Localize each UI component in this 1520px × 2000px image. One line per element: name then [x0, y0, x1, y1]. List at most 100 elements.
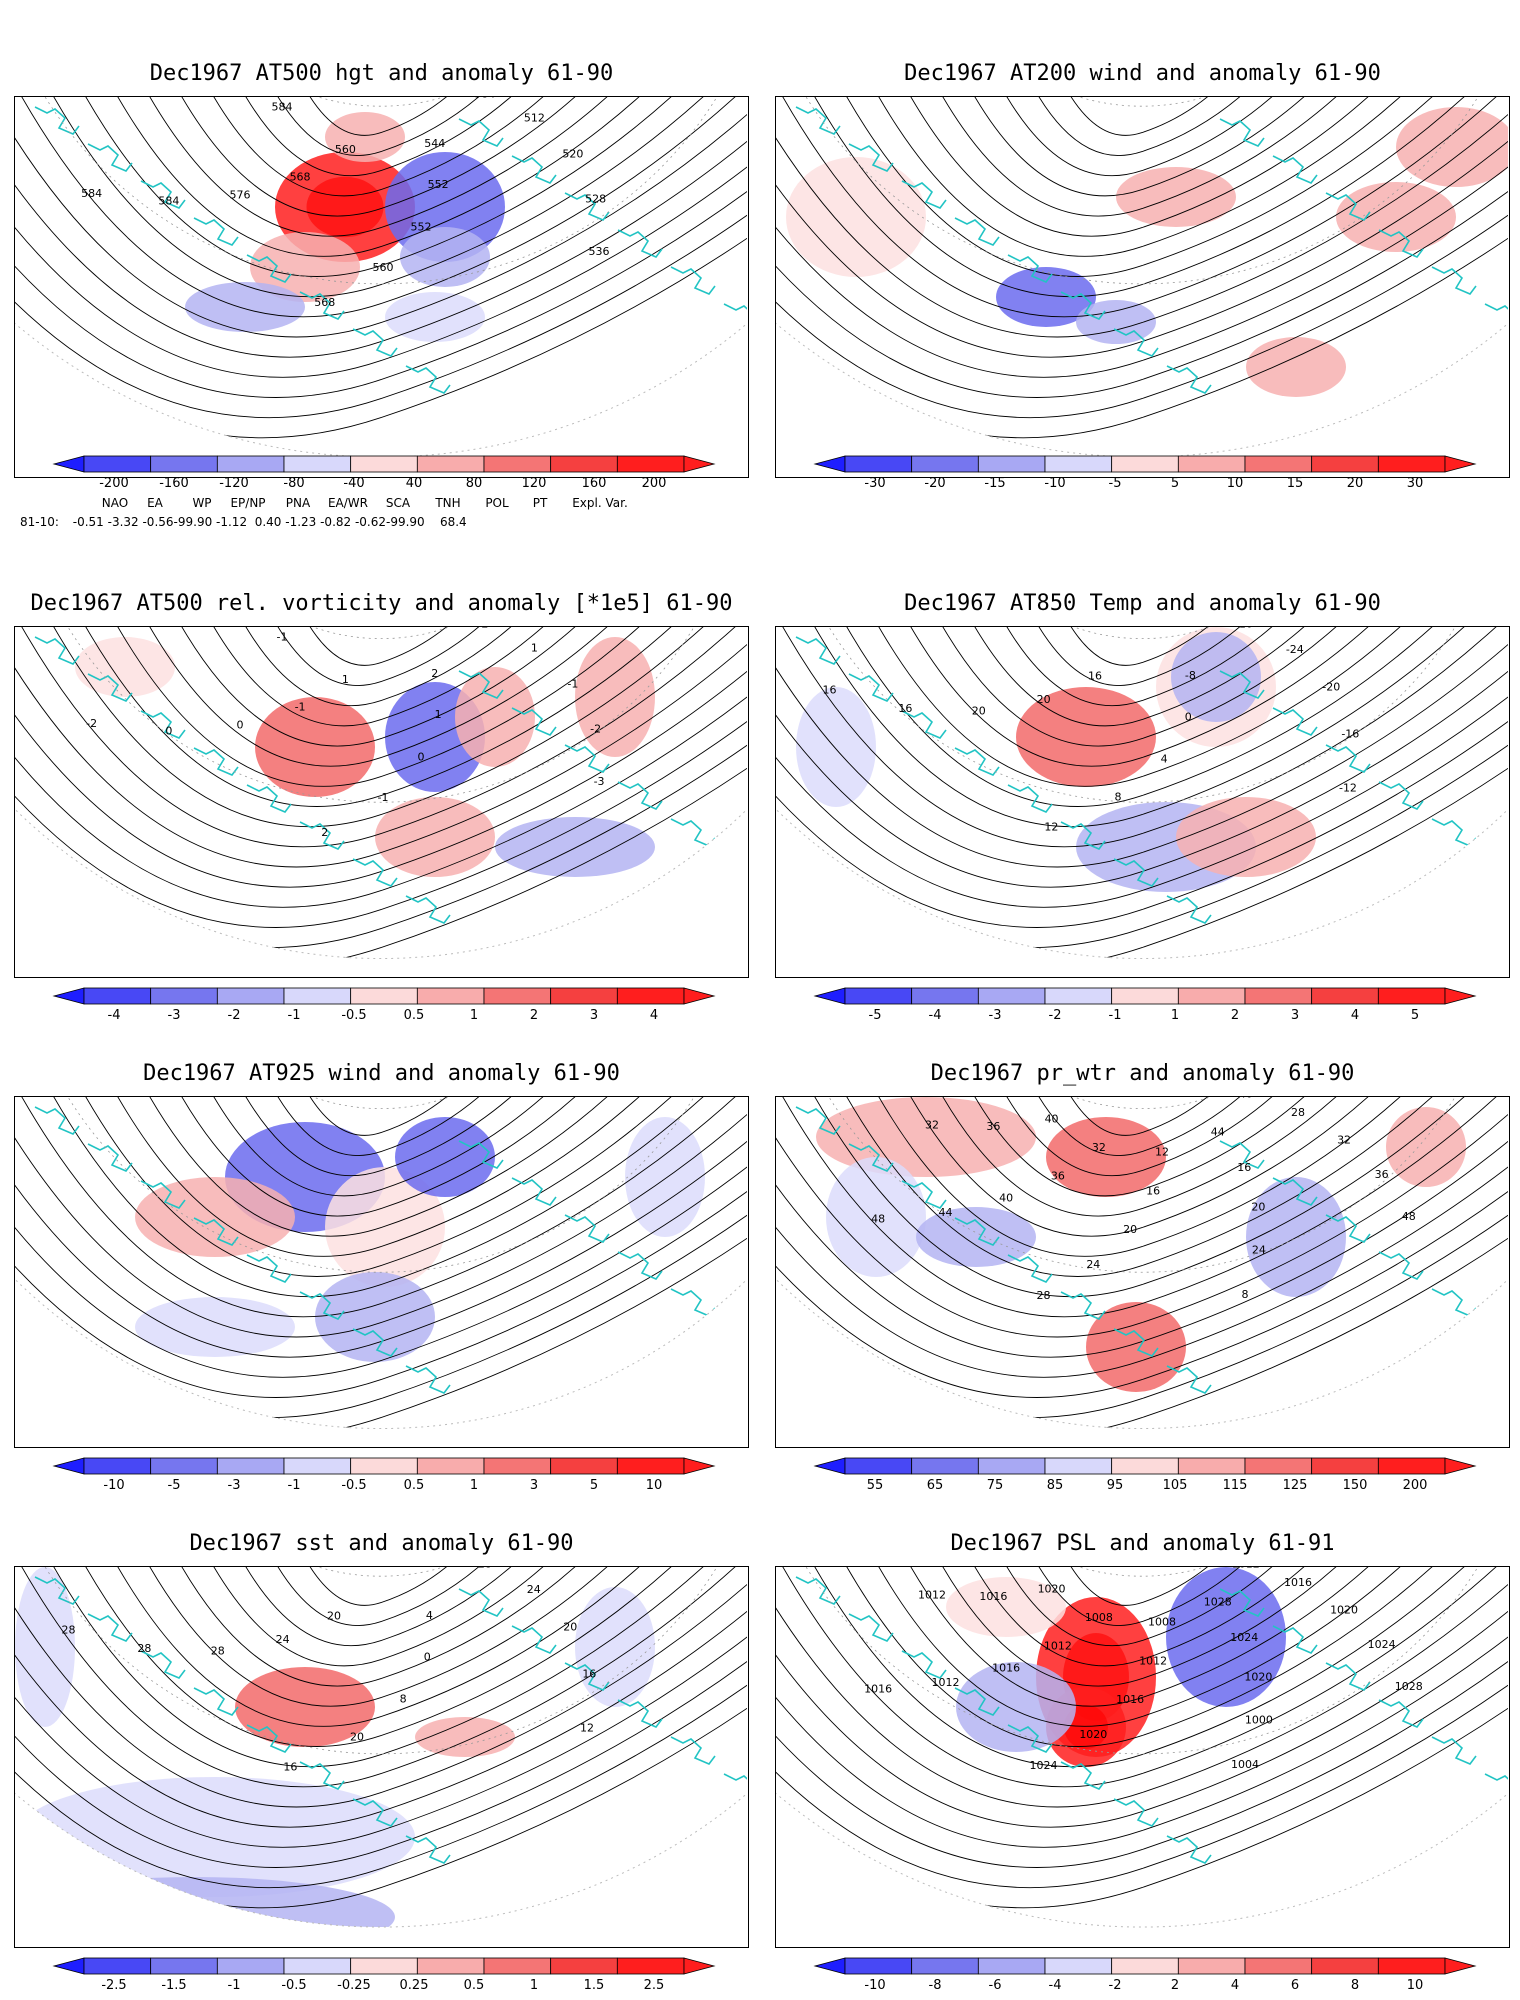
- contour-line: [271, 97, 491, 156]
- coastline: [1378, 229, 1424, 258]
- colorbar-tick-label: 6: [1290, 1978, 1300, 1993]
- colorbar-tick-label: 15: [1286, 476, 1304, 491]
- colorbar-tick-label: 0.25: [399, 1978, 429, 1993]
- coastline: [246, 254, 292, 283]
- contour-line: [936, 1567, 1348, 1687]
- contour-label: 1028: [1395, 1680, 1423, 1693]
- anomaly-area: [1016, 687, 1156, 787]
- anomaly-area: [1166, 1707, 1266, 1767]
- colorbar-tick-label: -3: [167, 1008, 181, 1023]
- contour-label: 20: [1123, 1223, 1137, 1236]
- contour-line: [79, 1567, 683, 1747]
- anomaly-map: 2 1 -1 -2 -3 2 1 0 -1 2 1 -1 0 0 -2 -1: [15, 627, 747, 959]
- colorbar-tick-label: -4: [1048, 1978, 1062, 1993]
- colorbar-swatch: [1177, 1957, 1246, 1975]
- contour-label: -20: [1322, 680, 1340, 693]
- coastline: [670, 818, 716, 847]
- contour-line: [207, 627, 555, 727]
- contour-label: -1: [277, 630, 288, 643]
- coastline: [1007, 1254, 1053, 1283]
- contour-label: 44: [1211, 1125, 1225, 1138]
- colorbar-swatch: [1311, 1957, 1379, 1975]
- colorbar-swatch: [350, 1457, 418, 1475]
- contour-line: [1064, 1097, 1220, 1136]
- colorbar-swatches: [813, 1457, 1477, 1475]
- colorbar-swatch: [1244, 1457, 1313, 1475]
- coastline: [1166, 1365, 1212, 1394]
- contour-label: 16: [898, 702, 912, 715]
- anomaly-area: [786, 157, 926, 277]
- colorbar-tick-label: -0.5: [281, 1978, 307, 1993]
- coastline: [140, 180, 186, 209]
- colorbar-tick-label: 65: [926, 1478, 944, 1493]
- contour-label: 1024: [1368, 1638, 1396, 1651]
- colorbar-swatch: [83, 1457, 152, 1475]
- colorbar-tick-label: -5: [868, 1008, 882, 1023]
- contour-line: [808, 97, 1476, 298]
- panel-title: Dec1967 AT850 Temp and anomaly 61-90: [904, 591, 1381, 616]
- colorbar-arrow-high: [1444, 455, 1477, 473]
- colorbar-tick-label: 0.5: [403, 1478, 425, 1493]
- coastline: [511, 1625, 557, 1654]
- contour-label: 8: [1114, 790, 1121, 803]
- contour-line: [15, 1097, 747, 1318]
- contour-line: [840, 1097, 1444, 1277]
- colorbar-swatch: [550, 455, 618, 473]
- contour-line: [15, 1097, 747, 1398]
- contour-line: [15, 97, 747, 419]
- contour-label: 28: [1291, 1106, 1305, 1119]
- coastline: [246, 784, 292, 813]
- colorbar-tick-label: -40: [343, 476, 365, 491]
- anomaly-area: [395, 1117, 495, 1197]
- contour-line: [271, 1567, 491, 1626]
- contour-line: [15, 97, 747, 439]
- coastline: [901, 180, 947, 209]
- colorbar-swatch: [911, 1457, 979, 1475]
- contour-line: [15, 1567, 747, 1868]
- coastline: [564, 744, 610, 773]
- contour-label: 1016: [1284, 1576, 1312, 1589]
- coastline: [193, 1687, 239, 1716]
- contour-label: 12: [1044, 821, 1058, 834]
- coastline: [140, 1650, 186, 1679]
- contour-label: -24: [1286, 643, 1304, 656]
- contour-line: [1000, 627, 1284, 707]
- coastline: [1166, 1835, 1212, 1864]
- contour-label: 24: [1086, 1258, 1100, 1271]
- anomaly-area: [826, 1157, 926, 1277]
- contour-label: 568: [290, 171, 311, 184]
- colorbar-tick-label: -1: [1108, 1008, 1122, 1023]
- contour-label: 16: [1088, 670, 1102, 683]
- coastline: [246, 1254, 292, 1283]
- colorbar-tick-label: -0.5: [341, 1478, 367, 1493]
- contour-label: 16: [582, 1668, 596, 1681]
- contour-label: 2: [321, 826, 328, 839]
- coastline: [670, 266, 716, 295]
- contour-label: -1: [377, 791, 388, 804]
- colorbar-swatch: [1111, 987, 1179, 1005]
- teleconnection-header: EP/NP: [230, 496, 266, 510]
- colorbar-tick-label: 55: [866, 1478, 884, 1493]
- colorbar: -5 -4 -3 -2 -1 1 2 3 4 5: [813, 987, 1477, 1028]
- coastline: [511, 155, 557, 184]
- colorbar-swatches: [52, 1957, 716, 1975]
- contour-label: 32: [925, 1118, 939, 1131]
- colorbar-swatch: [283, 1457, 352, 1475]
- coastline: [405, 1835, 451, 1864]
- colorbar-tick-label: -2: [227, 1008, 241, 1023]
- map-content: [776, 1097, 1508, 1429]
- coastline: [299, 291, 345, 320]
- contour-label: 36: [1375, 1168, 1389, 1181]
- contour-line: [15, 627, 747, 928]
- colorbar-tick-label: 80: [465, 476, 483, 491]
- contour-line: [15, 97, 747, 358]
- colorbar-tick-label: 4: [649, 1008, 659, 1023]
- anomaly-area: [575, 1587, 655, 1707]
- colorbar-tick-label: -10: [103, 1478, 125, 1493]
- colorbar-swatch: [283, 455, 352, 473]
- contour-label: 552: [428, 178, 449, 191]
- contour-label: -2: [86, 717, 97, 730]
- colorbar-tick-label: 0.5: [403, 1008, 425, 1023]
- colorbar-swatch: [1244, 455, 1313, 473]
- contour-line: [872, 627, 1412, 787]
